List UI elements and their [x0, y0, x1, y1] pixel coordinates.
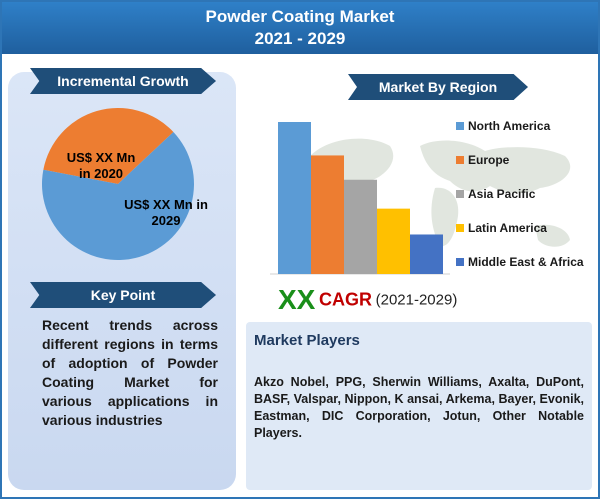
page-title: Powder Coating Market 2021 - 2029 [2, 2, 598, 54]
pie-label-2020-line2: in 2020 [78, 166, 124, 181]
incremental-growth-banner: Incremental Growth [30, 68, 216, 94]
bar-europe [311, 155, 344, 274]
pie-label-2020: US$ XX Mn in 2020 [56, 150, 146, 182]
pie-slice-2020 [43, 108, 174, 184]
pie-label-2020-line1: US$ XX Mn [66, 150, 136, 165]
pie-label-2029: US$ XX Mn in 2029 [118, 197, 214, 229]
bar-latin-america [377, 208, 410, 274]
legend-label: Middle East & Africa [468, 255, 584, 269]
cagr-period: (2021-2029) [375, 291, 458, 309]
legend-swatch [456, 258, 464, 266]
bar-north-america [278, 122, 311, 274]
legend-label: Latin America [468, 221, 547, 235]
legend-swatch [456, 190, 464, 198]
legend-label: Europe [468, 153, 510, 167]
title-line-2: 2021 - 2029 [254, 29, 346, 48]
market-players-title: Market Players [254, 332, 360, 349]
legend-label: Asia Pacific [468, 187, 536, 201]
bar-asia-pacific [344, 179, 377, 274]
cagr-value: XX [278, 284, 316, 315]
growth-pie-chart [42, 108, 194, 260]
legend-swatch [456, 122, 464, 130]
market-players-text: Akzo Nobel, PPG, Sherwin Williams, Axalt… [254, 375, 584, 440]
title-line-1: Powder Coating Market [205, 7, 395, 26]
legend-label: North America [468, 119, 551, 133]
pie-label-2029-line1: US$ XX Mn in [124, 197, 208, 212]
market-by-region-banner: Market By Region [348, 74, 528, 100]
key-point-text: Recent trends across different regions i… [42, 317, 218, 428]
pie-slice-2029 [42, 131, 194, 260]
bar-middle-east-africa [410, 234, 443, 274]
cagr-label: CAGR [318, 289, 372, 310]
pie-label-2029-line2: 2029 [151, 213, 181, 228]
legend-swatch [456, 224, 464, 232]
legend-swatch [456, 156, 464, 164]
region-bar-chart: North America Europe Asia Pacific Latin Ame… [270, 119, 584, 275]
key-point-banner: Key Point [30, 282, 216, 308]
market-players-box: Market Players Akzo Nobel, PPG, Sherwin … [246, 322, 592, 490]
cagr-callout: XX CAGR (2021-2029) [278, 284, 578, 316]
